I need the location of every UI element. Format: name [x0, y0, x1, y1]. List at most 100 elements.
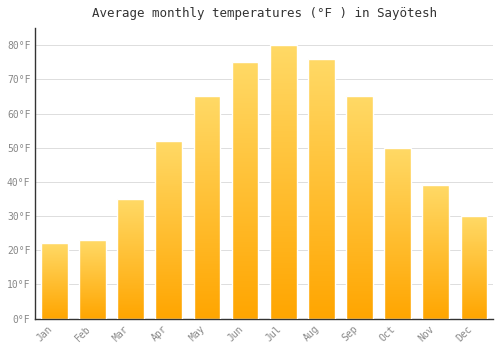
Bar	[384, 258, 411, 259]
Bar	[156, 196, 182, 197]
Bar	[384, 242, 411, 243]
Bar	[270, 90, 296, 92]
Bar	[308, 145, 335, 146]
Bar	[308, 152, 335, 154]
Bar	[194, 133, 220, 134]
Bar	[384, 241, 411, 242]
Bar	[270, 190, 296, 191]
Bar	[460, 311, 487, 312]
Bar	[460, 265, 487, 266]
Bar	[232, 99, 258, 101]
Bar	[346, 161, 373, 162]
Bar	[384, 217, 411, 218]
Bar	[308, 208, 335, 210]
Bar	[346, 309, 373, 310]
Bar	[118, 222, 144, 223]
Bar	[346, 253, 373, 254]
Bar	[422, 242, 449, 243]
Bar	[232, 113, 258, 115]
Bar	[41, 265, 68, 266]
Bar	[308, 76, 335, 77]
Bar	[346, 119, 373, 120]
Bar	[270, 178, 296, 179]
Bar	[194, 307, 220, 308]
Bar	[308, 289, 335, 290]
Bar	[156, 308, 182, 309]
Bar	[270, 290, 296, 291]
Bar	[270, 149, 296, 150]
Bar	[422, 304, 449, 305]
Bar	[156, 245, 182, 246]
Bar	[232, 219, 258, 220]
Bar	[194, 262, 220, 263]
Bar	[270, 196, 296, 197]
Bar	[41, 257, 68, 258]
Bar	[346, 164, 373, 165]
Bar	[232, 85, 258, 86]
Bar	[232, 197, 258, 198]
Bar	[118, 277, 144, 278]
Bar	[460, 302, 487, 303]
Bar	[422, 249, 449, 250]
Bar	[270, 96, 296, 97]
Bar	[346, 289, 373, 290]
Bar	[194, 135, 220, 137]
Bar	[270, 161, 296, 163]
Bar	[384, 195, 411, 196]
Bar	[41, 311, 68, 312]
Bar	[422, 294, 449, 295]
Bar	[460, 246, 487, 247]
Bar	[460, 230, 487, 231]
Bar	[41, 250, 68, 251]
Bar	[232, 220, 258, 221]
Bar	[308, 256, 335, 258]
Bar	[194, 228, 220, 229]
Bar	[79, 257, 106, 258]
Bar	[41, 249, 68, 250]
Bar	[422, 291, 449, 292]
Bar	[232, 102, 258, 103]
Bar	[384, 257, 411, 258]
Bar	[156, 257, 182, 258]
Bar	[308, 199, 335, 201]
Bar	[346, 143, 373, 144]
Bar	[79, 281, 106, 282]
Bar	[194, 162, 220, 163]
Bar	[308, 143, 335, 145]
Bar	[41, 248, 68, 249]
Bar	[384, 159, 411, 160]
Bar	[308, 247, 335, 248]
Bar	[460, 291, 487, 292]
Bar	[232, 301, 258, 302]
Bar	[118, 223, 144, 224]
Bar	[194, 220, 220, 221]
Bar	[422, 276, 449, 277]
Bar	[270, 189, 296, 190]
Bar	[118, 266, 144, 267]
Bar	[118, 259, 144, 260]
Bar	[422, 273, 449, 274]
Bar	[460, 276, 487, 277]
Bar	[346, 270, 373, 271]
Bar	[232, 302, 258, 303]
Bar	[194, 252, 220, 253]
Bar	[79, 240, 106, 318]
Bar	[232, 147, 258, 148]
Bar	[118, 267, 144, 268]
Bar	[308, 79, 335, 81]
Bar	[346, 303, 373, 304]
Bar	[346, 200, 373, 201]
Bar	[232, 188, 258, 189]
Bar	[346, 192, 373, 193]
Bar	[384, 307, 411, 308]
Bar	[270, 172, 296, 174]
Bar	[346, 126, 373, 127]
Bar	[346, 250, 373, 251]
Bar	[232, 144, 258, 146]
Bar	[422, 243, 449, 244]
Bar	[41, 304, 68, 305]
Bar	[346, 282, 373, 283]
Bar	[41, 290, 68, 291]
Bar	[79, 276, 106, 277]
Bar	[194, 122, 220, 123]
